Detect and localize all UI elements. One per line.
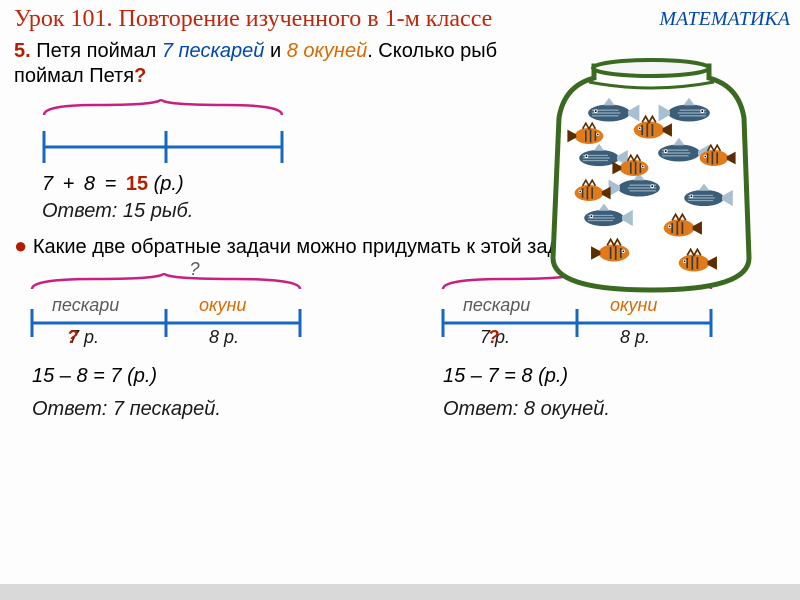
right-eq: 15 – 7 = 8 (р.) [443, 365, 786, 388]
right-seg1-bot-q: ? [488, 327, 499, 348]
left-seg1-top: пескари [52, 295, 119, 316]
left-answer: Ответ: 7 пескарей. [32, 398, 375, 421]
eq-unit: (р.) [148, 173, 184, 195]
left-seg2-top: окуни [199, 295, 246, 316]
fish-jar-illustration [539, 58, 764, 298]
right-seg1-top: пескари [463, 295, 530, 316]
left-eq: 15 – 8 = 7 (р.) [32, 365, 375, 388]
bullet-dot-icon: ● [14, 233, 27, 258]
inverse-left-diagram: ? пескари окуни 7 р. ? 8 р. [14, 261, 375, 353]
problem-part2: и [264, 40, 286, 62]
inverse-left: ? пескари окуни 7 р. ? 8 р. 15 – 8 = 7 (… [14, 261, 375, 421]
segment-diagram-main [36, 97, 296, 167]
eq-lhs: 7 + 8 = [42, 173, 126, 195]
right-seg2-top: окуни [610, 295, 657, 316]
left-seg1-bot: 7 р. ? [69, 327, 99, 348]
left-seg2-bot: 8 р. [209, 327, 239, 348]
problem-part1: Петя поймал [36, 40, 162, 62]
problem-number: 5. [14, 40, 31, 62]
right-seg2-bot: 8 р. [620, 327, 650, 348]
problem-qmark: ? [134, 65, 146, 87]
right-seg1-bot: 7 р. ? [480, 327, 510, 348]
subject-label: МАТЕМАТИКА [659, 8, 790, 31]
problem-text: 5. Петя поймал 7 пескарей и 8 окуней. Ск… [14, 39, 544, 89]
footer-bar [0, 584, 800, 600]
inverse-question-text: Какие две обратные задачи можно придумат… [33, 236, 603, 258]
peskari-highlight: 7 пескарей [162, 40, 265, 62]
eq-result: 15 [126, 173, 148, 195]
right-answer: Ответ: 8 окуней. [443, 398, 786, 421]
left-seg1-bot-q: ? [67, 327, 78, 348]
okuni-highlight: 8 окуней [287, 40, 368, 62]
